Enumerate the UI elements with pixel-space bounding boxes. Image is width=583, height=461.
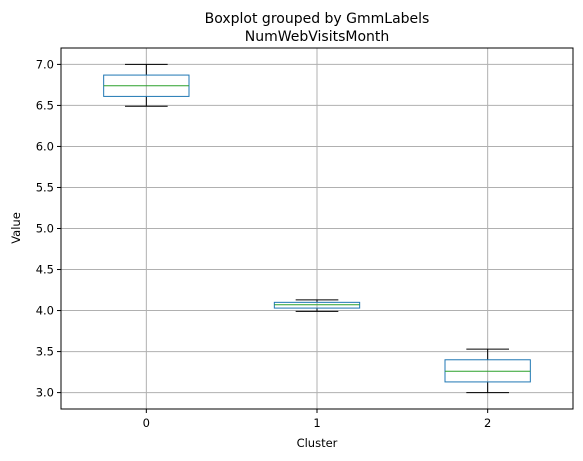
y-tick-label: 4.5 — [36, 263, 54, 277]
y-tick-label: 3.0 — [36, 386, 54, 400]
x-tick-label: 0 — [143, 416, 150, 430]
y-tick-label: 3.5 — [36, 345, 54, 359]
y-tick-label: 6.0 — [36, 139, 54, 153]
y-tick-label: 4.0 — [36, 304, 54, 318]
chart-subtitle: NumWebVisitsMonth — [245, 29, 390, 45]
chart-title: Boxplot grouped by GmmLabels — [205, 11, 430, 27]
y-tick-label: 5.5 — [36, 180, 54, 194]
x-axis-label: Cluster — [297, 436, 338, 450]
x-tick-label: 1 — [313, 416, 320, 430]
y-tick-label: 7.0 — [36, 57, 54, 71]
y-tick-label: 6.5 — [36, 98, 54, 112]
box-layer — [103, 63, 531, 394]
tick-layer: 3.0 3.5 4.0 4.5 5.0 5.5 6.0 6.5 7.0 0 1 2 — [36, 57, 492, 430]
grid-layer — [61, 48, 573, 409]
box-0 — [103, 63, 190, 107]
box-1 — [273, 299, 361, 312]
x-tick-label: 2 — [484, 416, 491, 430]
y-axis-label: Value — [9, 212, 23, 244]
y-tick-label: 5.0 — [36, 222, 54, 236]
box-2 — [444, 348, 531, 394]
